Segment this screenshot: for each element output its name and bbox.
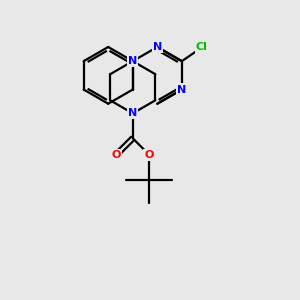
Text: N: N (128, 108, 137, 118)
Text: Cl: Cl (196, 42, 208, 52)
Text: O: O (112, 150, 121, 160)
Text: N: N (128, 56, 137, 66)
Text: O: O (145, 150, 154, 160)
Text: N: N (153, 42, 162, 52)
Text: N: N (177, 85, 187, 94)
